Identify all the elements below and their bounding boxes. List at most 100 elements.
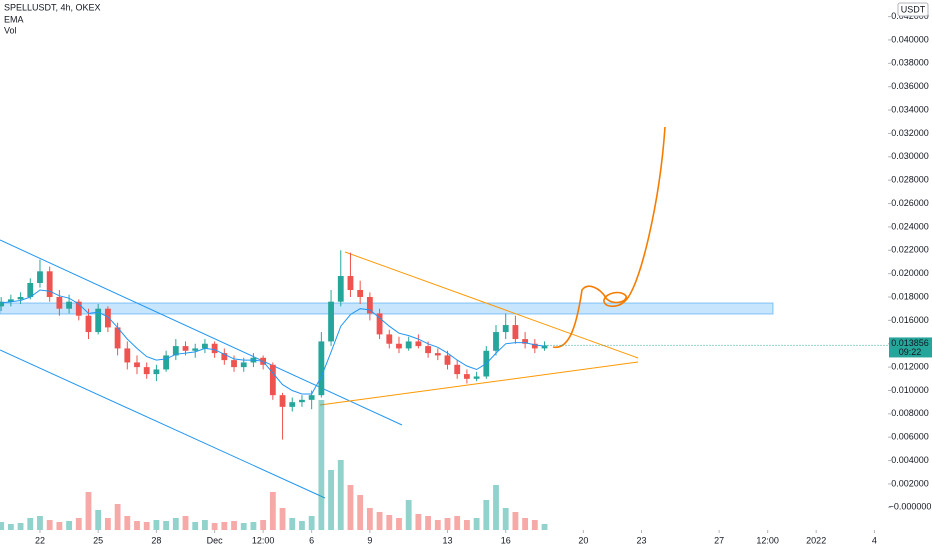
x-tick-label: 12:00	[252, 535, 275, 545]
candle-body	[192, 348, 199, 351]
volume-bar	[221, 522, 228, 530]
x-tick-label: 27	[714, 535, 724, 545]
candle-body	[114, 327, 121, 349]
candle-body	[75, 301, 82, 316]
volume-bar	[75, 518, 82, 530]
x-tick-label: 28	[151, 535, 161, 545]
volume-bar	[502, 508, 509, 530]
volume-bar	[444, 518, 451, 530]
y-tick-label: 0.028000	[891, 175, 929, 185]
candle-body	[376, 313, 383, 335]
volume-bar	[512, 512, 519, 530]
candle-body	[134, 362, 140, 368]
volume-bar	[376, 512, 383, 530]
x-tick-label: 2022	[806, 535, 826, 545]
volume-bar	[172, 518, 179, 530]
candle-body	[299, 399, 305, 403]
volume-bar	[299, 521, 305, 530]
triangle-upper	[344, 251, 639, 359]
candle-body	[396, 343, 402, 349]
resistance-zone	[0, 302, 774, 315]
candle-body	[357, 290, 364, 298]
volume-bar	[7, 524, 14, 530]
volume-bar	[289, 518, 296, 530]
candle-body	[104, 308, 111, 328]
y-tick-label: 0.008000	[891, 408, 929, 418]
candle-body	[153, 369, 160, 375]
volume-bar	[46, 520, 53, 530]
volume-bar	[182, 516, 189, 530]
candle-body	[328, 301, 334, 342]
candle-layer	[0, 250, 888, 440]
last-price-label: 0.013856	[891, 338, 929, 348]
volume-bar	[37, 516, 43, 530]
candle-body	[66, 301, 72, 309]
candle-body	[541, 345, 548, 349]
volume-bar	[357, 495, 364, 530]
volume-layer	[0, 400, 548, 530]
volume-bar	[240, 523, 247, 530]
candle-body	[269, 364, 276, 396]
y-tick-label: 0.018000	[891, 291, 929, 301]
volume-bar	[124, 516, 131, 530]
last-price-box	[889, 337, 932, 358]
volume-bar	[434, 520, 441, 530]
projection-path	[552, 126, 666, 348]
y-tick-label: 0.036000	[891, 81, 929, 91]
volume-bar	[211, 523, 218, 530]
volume-bar	[522, 518, 529, 530]
volume-bar	[56, 522, 63, 530]
volume-bar	[17, 523, 24, 530]
volume-bar	[473, 518, 480, 530]
indicator-label: EMA	[4, 14, 24, 24]
volume-bar	[66, 521, 72, 530]
candle-body	[444, 355, 451, 365]
volume-bar	[153, 520, 160, 530]
price-axis	[888, 0, 932, 550]
volume-bar	[396, 518, 402, 530]
volume-bar	[104, 518, 111, 530]
candle-body	[56, 297, 63, 309]
channel-upper	[0, 239, 403, 426]
channel-lower	[0, 349, 326, 499]
candle-body	[211, 343, 218, 354]
candle-body	[425, 346, 431, 354]
currency-label: USDT	[901, 4, 926, 14]
chart-title: SPELLUSDT, 4h, OKEX	[4, 2, 101, 12]
y-tick-label: 0.012000	[891, 361, 929, 371]
volume-bar	[143, 522, 150, 530]
candle-body	[289, 402, 296, 407]
y-tick-label: 0.006000	[891, 432, 929, 442]
indicator-label: Vol	[4, 25, 17, 35]
volume-bar	[279, 508, 286, 530]
y-tick-label: 0.034000	[891, 104, 929, 114]
volume-bar	[85, 492, 92, 530]
candle-body	[27, 282, 34, 298]
x-tick-label: 16	[501, 535, 511, 545]
volume-bar	[114, 504, 121, 530]
candle-body	[172, 346, 179, 356]
candle-body	[473, 376, 480, 379]
y-tick-label: 0.002000	[891, 478, 929, 488]
time-axis	[0, 530, 888, 550]
volume-bar	[202, 520, 208, 530]
volume-bar	[347, 485, 354, 530]
y-tick-label: 0.032000	[891, 128, 929, 138]
triangle-lower	[319, 361, 639, 406]
candle-body	[231, 360, 237, 368]
y-tick-label: 0.030000	[891, 151, 929, 161]
volume-bar	[415, 514, 422, 530]
countdown-label: 09:22	[899, 347, 922, 357]
candle-body	[202, 343, 208, 349]
volume-bar	[134, 521, 140, 530]
candle-body	[347, 275, 354, 291]
candle-body	[531, 343, 538, 349]
y-tick-label: 0.016000	[891, 315, 929, 325]
x-tick-label: 22	[35, 535, 45, 545]
candle-body	[0, 301, 5, 307]
candle-body	[95, 308, 102, 333]
volume-bar	[454, 516, 461, 530]
candle-body	[17, 297, 24, 300]
candle-body	[37, 271, 43, 283]
